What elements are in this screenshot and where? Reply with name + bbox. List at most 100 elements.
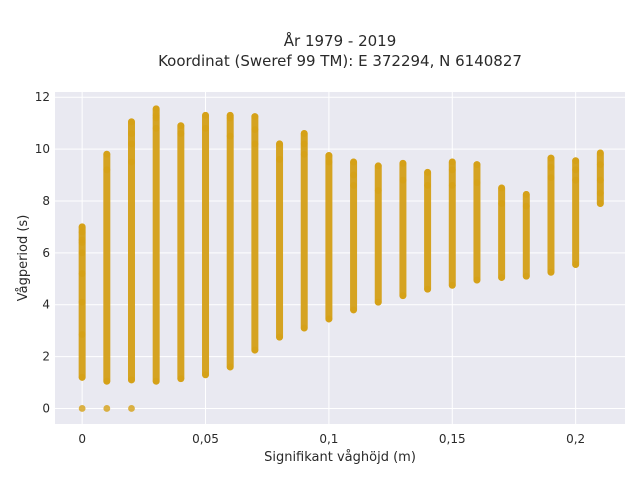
data-point — [596, 189, 604, 197]
data-point — [473, 161, 481, 169]
data-point — [498, 200, 506, 207]
chart-title-line-1: År 1979 - 2019 — [284, 31, 397, 50]
data-point — [522, 272, 530, 280]
data-point — [596, 149, 604, 157]
data-point — [448, 158, 456, 166]
data-point — [300, 130, 308, 137]
data-point — [276, 333, 283, 341]
data-point — [498, 184, 506, 192]
data-points — [78, 105, 604, 412]
data-point — [300, 140, 308, 148]
data-point — [498, 274, 506, 281]
data-point — [78, 228, 86, 236]
data-point — [78, 331, 86, 338]
data-point — [152, 111, 160, 119]
data-point — [128, 405, 135, 412]
data-point — [596, 161, 604, 169]
data-point — [374, 187, 382, 194]
x-tick-label: 0,1 — [319, 432, 338, 446]
data-point — [325, 152, 333, 159]
data-point — [103, 405, 111, 412]
data-point — [522, 191, 530, 198]
data-point — [547, 174, 555, 181]
x-axis-ticks: 0 0,05 0,1 0,15 0,2 — [78, 432, 585, 446]
data-point — [152, 124, 160, 132]
grid-lines — [55, 92, 625, 424]
data-point — [547, 154, 555, 162]
data-point — [226, 363, 234, 371]
data-point — [547, 268, 555, 276]
data-point — [399, 292, 407, 300]
data-point — [350, 171, 357, 179]
x-tick-label: 0,05 — [192, 432, 219, 446]
data-point — [374, 298, 382, 306]
data-point — [128, 158, 135, 166]
data-point — [202, 371, 209, 379]
data-point — [424, 181, 431, 189]
y-axis-title: Vågperiod (s) — [16, 215, 31, 302]
x-tick-label: 0,15 — [439, 432, 466, 446]
data-point — [350, 158, 357, 166]
y-axis-ticks: 0 2 4 6 8 10 12 — [35, 90, 50, 415]
data-point — [152, 377, 160, 385]
data-point — [78, 223, 86, 231]
data-point — [177, 122, 185, 130]
data-point — [399, 176, 407, 184]
data-point — [251, 113, 259, 121]
y-tick-label: 10 — [35, 142, 50, 156]
data-point — [251, 140, 259, 148]
data-point — [128, 376, 135, 384]
data-point — [596, 200, 604, 207]
data-point — [103, 377, 111, 385]
y-tick-label: 6 — [42, 246, 50, 260]
data-point — [572, 261, 580, 268]
data-point — [78, 373, 86, 381]
data-point — [448, 181, 456, 189]
data-point — [226, 111, 234, 119]
data-point — [300, 324, 308, 332]
data-point — [78, 236, 86, 244]
data-point — [128, 118, 135, 126]
data-point — [424, 285, 431, 293]
y-tick-label: 2 — [42, 350, 50, 364]
y-tick-label: 4 — [42, 298, 50, 312]
y-tick-label: 8 — [42, 194, 50, 208]
data-point — [473, 179, 481, 187]
data-point — [300, 150, 308, 158]
data-point — [399, 159, 407, 167]
data-point — [325, 158, 333, 166]
data-point — [177, 130, 185, 137]
data-point — [128, 140, 135, 148]
data-point — [350, 181, 357, 189]
data-point — [276, 140, 283, 148]
data-point — [78, 405, 86, 412]
data-point — [374, 162, 382, 170]
data-point — [547, 163, 555, 171]
data-point — [251, 346, 259, 354]
data-point — [596, 176, 604, 184]
y-tick-label: 0 — [42, 401, 50, 415]
data-point — [251, 126, 259, 134]
data-point — [424, 169, 431, 176]
x-axis-title: Signifikant våghöjd (m) — [264, 450, 416, 465]
data-point — [226, 132, 234, 140]
data-point — [522, 202, 530, 210]
data-point — [473, 276, 481, 284]
data-point — [325, 315, 333, 323]
data-point — [350, 306, 357, 314]
data-point — [177, 375, 185, 383]
data-point — [78, 249, 86, 257]
data-point — [128, 130, 135, 137]
plot-area — [55, 92, 625, 424]
data-point — [78, 270, 86, 277]
data-point — [448, 281, 456, 289]
x-tick-label: 0 — [78, 432, 86, 446]
y-tick-label: 12 — [35, 90, 50, 104]
data-point — [572, 166, 580, 174]
data-point — [572, 157, 580, 165]
x-tick-label: 0,2 — [566, 432, 585, 446]
data-point — [103, 166, 111, 174]
data-point — [152, 105, 160, 113]
